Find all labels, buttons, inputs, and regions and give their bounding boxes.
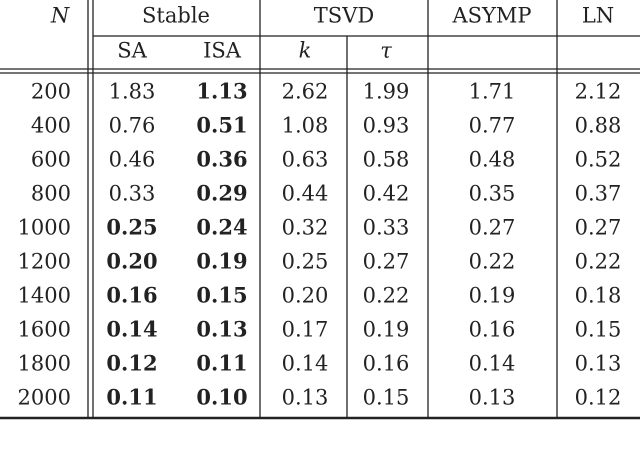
cell: 0.18 (575, 284, 622, 308)
cell: 1.13 (196, 79, 247, 104)
cell: 0.51 (196, 113, 247, 138)
subheader-cell: SA (117, 39, 147, 63)
cell: 2.62 (282, 80, 329, 104)
cell: 0.16 (106, 283, 157, 308)
cell: 0.32 (282, 216, 329, 240)
cell: 0.44 (282, 182, 329, 206)
cell: 1.83 (109, 80, 156, 104)
header-cell: Stable (142, 4, 210, 28)
header-cell: ASYMP (451, 4, 531, 28)
cell: 0.19 (196, 249, 247, 274)
row-label: 1600 (18, 318, 71, 342)
cell: 1.08 (282, 114, 329, 138)
subheader-cell: τ (380, 39, 392, 63)
cell: 0.13 (469, 386, 516, 410)
cell: 0.20 (106, 249, 157, 274)
row-label: 1000 (18, 216, 71, 240)
cell: 0.10 (196, 385, 247, 410)
cell: 0.58 (363, 148, 410, 172)
cell: 0.19 (469, 284, 516, 308)
cell: 0.35 (469, 182, 516, 206)
cell: 0.15 (363, 386, 410, 410)
cell: 0.11 (196, 351, 247, 376)
cell: 0.27 (575, 216, 622, 240)
cell: 0.93 (363, 114, 410, 138)
cell: 0.22 (575, 250, 622, 274)
header-cell: LN (582, 4, 614, 28)
cell: 0.16 (469, 318, 516, 342)
row-label: 600 (31, 148, 71, 172)
cell: 0.22 (469, 250, 516, 274)
cell: 1.71 (469, 80, 516, 104)
cell: 0.12 (106, 351, 157, 376)
cell: 0.36 (196, 147, 247, 172)
cell: 1.99 (363, 80, 410, 104)
row-label: 400 (31, 114, 71, 138)
row-label: 1800 (18, 352, 71, 376)
cell: 0.15 (196, 283, 247, 308)
cell: 0.14 (282, 352, 329, 376)
cell: 0.27 (363, 250, 410, 274)
cell: 0.88 (575, 114, 622, 138)
cell: 0.15 (575, 318, 622, 342)
cell: 0.42 (363, 182, 410, 206)
subheader-cell: k (299, 39, 312, 63)
cell: 0.76 (109, 114, 156, 138)
cell: 0.13 (196, 317, 247, 342)
cell: 0.20 (282, 284, 329, 308)
cell: 0.16 (363, 352, 410, 376)
cell: 0.52 (575, 148, 622, 172)
cell: 0.27 (469, 216, 516, 240)
cell: 0.46 (109, 148, 156, 172)
cell: 0.14 (469, 352, 516, 376)
cell: 0.63 (282, 148, 329, 172)
row-label: 1400 (18, 284, 71, 308)
cell: 0.48 (469, 148, 516, 172)
cell: 0.25 (282, 250, 329, 274)
header-cell: N (50, 4, 70, 28)
subheader-cell: ISA (203, 39, 242, 63)
cell: 0.14 (106, 317, 157, 342)
cell: 0.17 (282, 318, 329, 342)
row-label: 800 (31, 182, 71, 206)
cell: 2.12 (575, 80, 622, 104)
cell: 0.25 (106, 215, 157, 240)
row-label: 1200 (18, 250, 71, 274)
header-cell: TSVD (314, 4, 374, 28)
cell: 0.12 (575, 386, 622, 410)
row-label: 2000 (18, 386, 71, 410)
row-label: 200 (31, 80, 71, 104)
cell: 0.13 (282, 386, 329, 410)
cell: 0.11 (106, 385, 157, 410)
cell: 0.33 (363, 216, 410, 240)
cell: 0.77 (469, 114, 516, 138)
cell: 0.22 (363, 284, 410, 308)
cell: 0.19 (363, 318, 410, 342)
cell: 0.13 (575, 352, 622, 376)
cell: 0.33 (109, 182, 156, 206)
cell: 0.29 (196, 181, 247, 206)
cell: 0.37 (575, 182, 622, 206)
cell: 0.24 (196, 215, 247, 240)
